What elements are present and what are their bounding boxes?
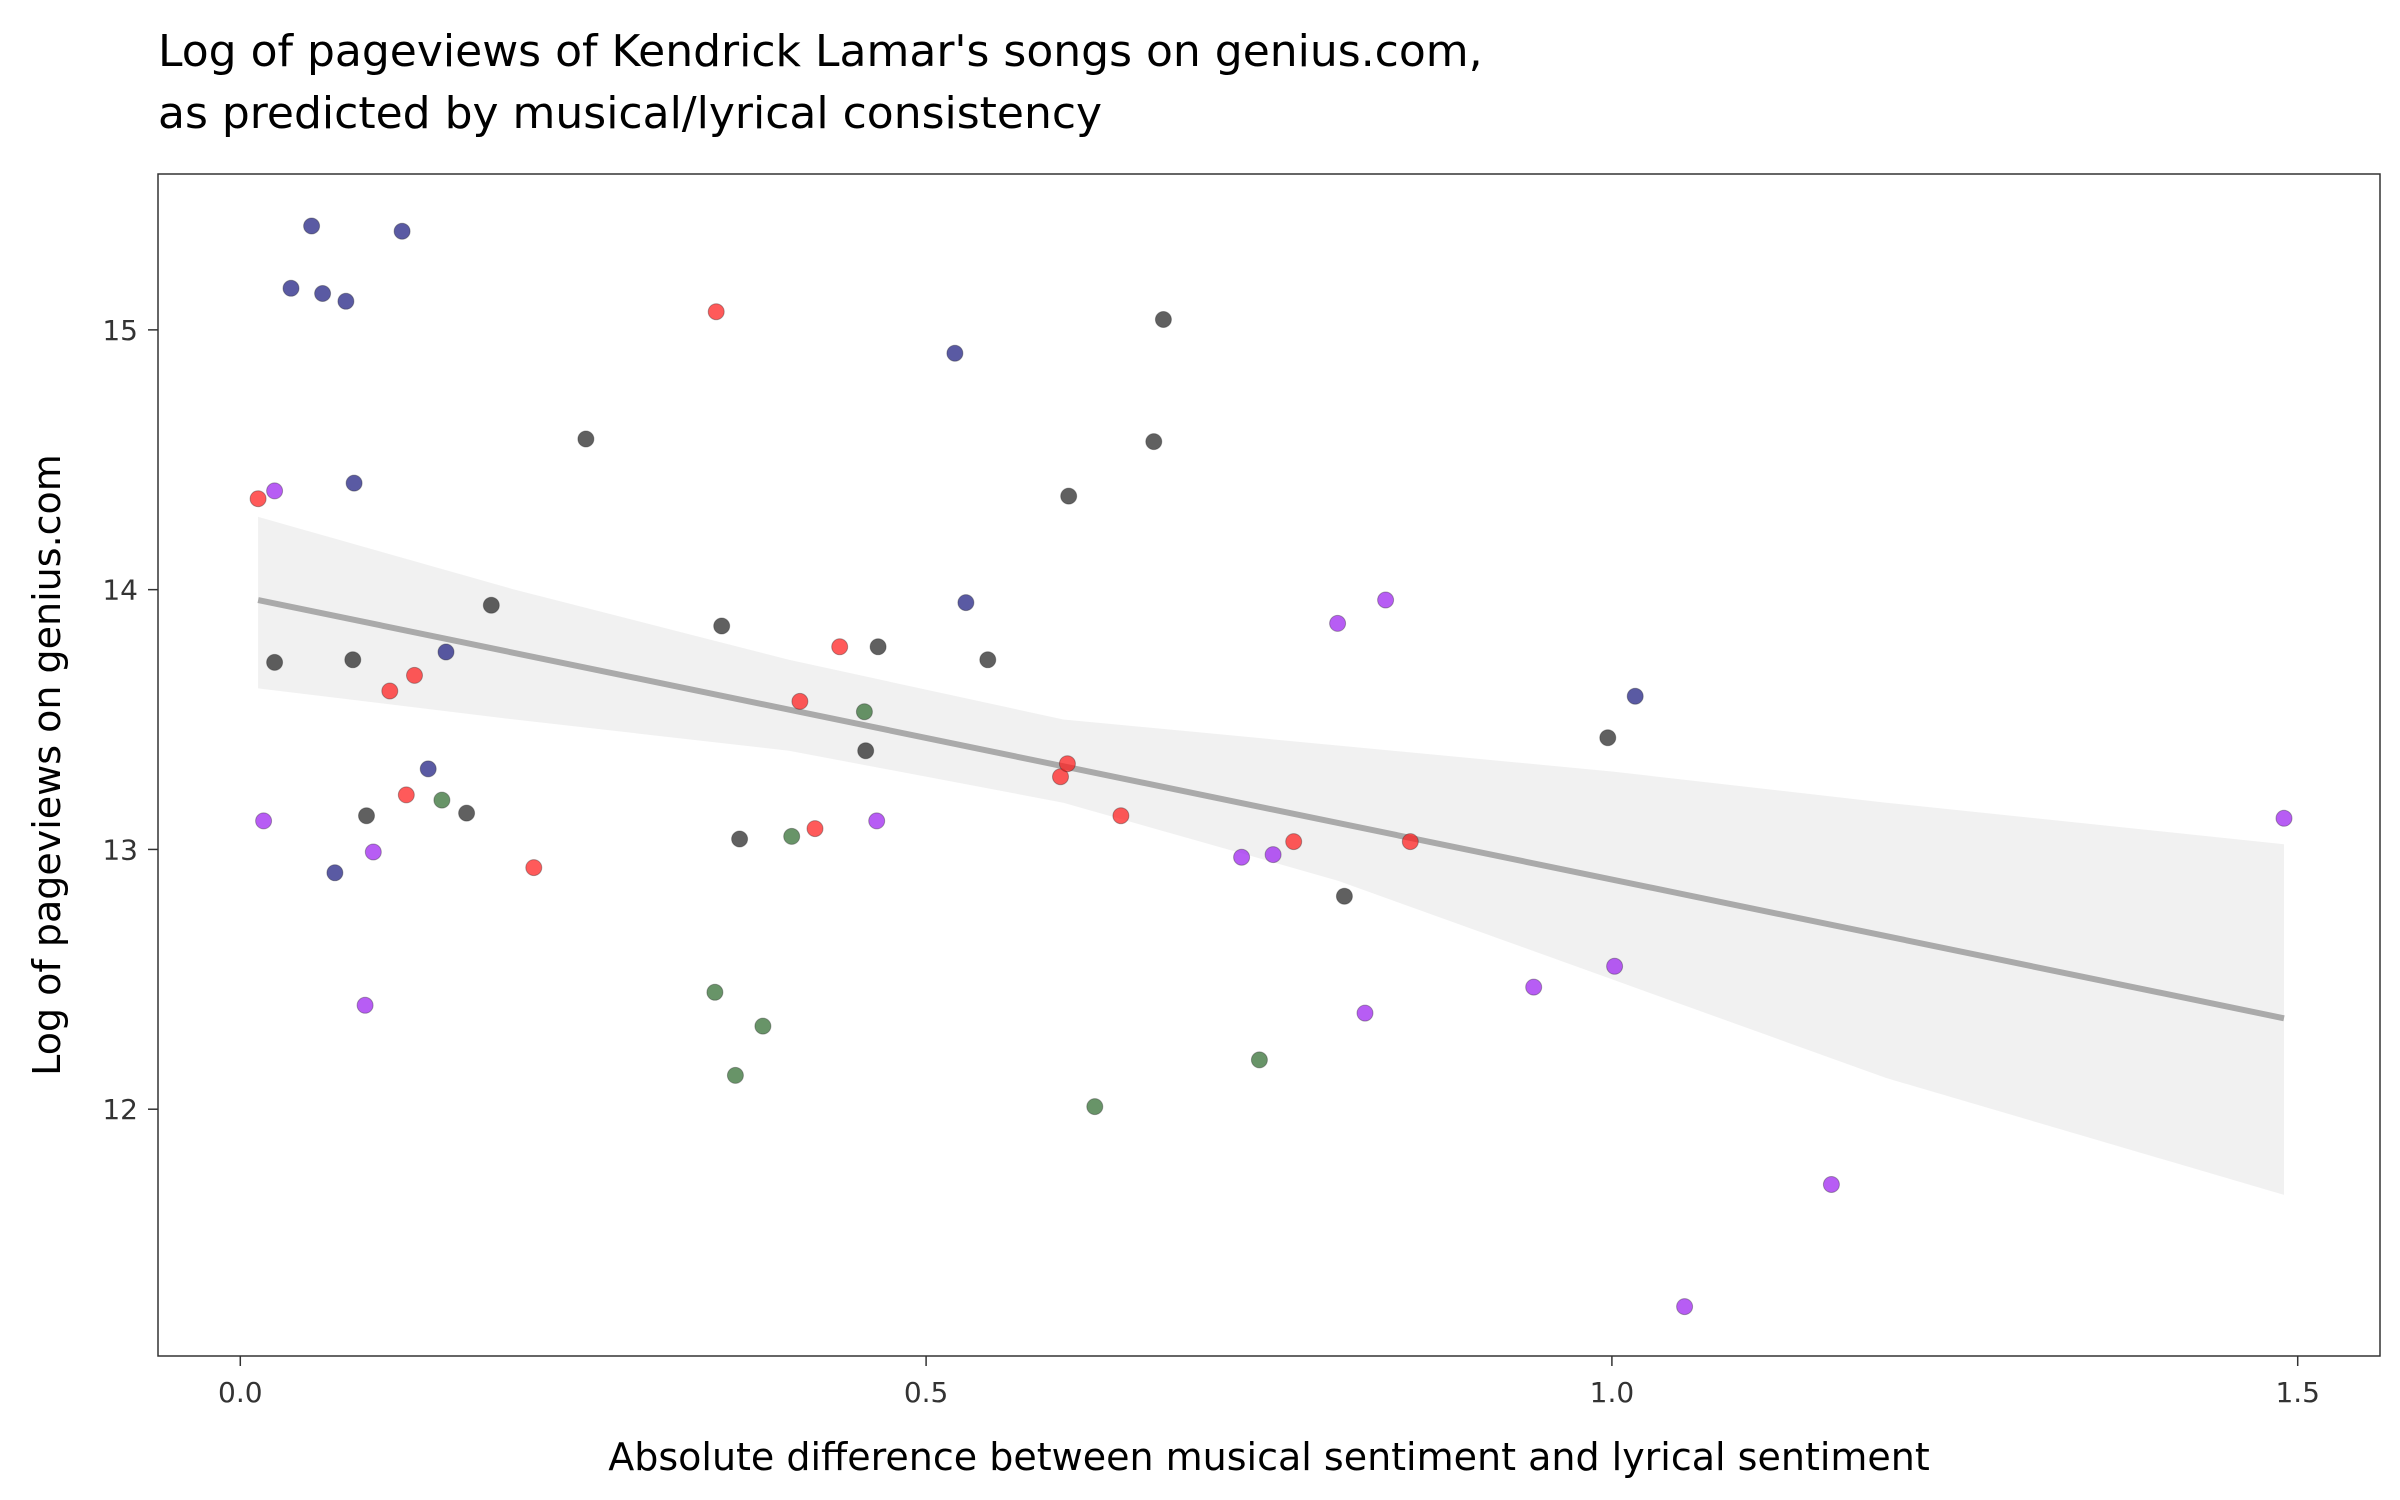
- data-point: [1264, 846, 1282, 864]
- data-point: [855, 703, 873, 721]
- data-point: [255, 812, 273, 830]
- data-point: [1377, 591, 1395, 609]
- x-tick-label: 1.5: [2275, 1376, 2320, 1409]
- trend-line: [257, 597, 2285, 1022]
- data-point: [266, 482, 284, 500]
- data-point: [957, 594, 975, 612]
- data-point: [345, 474, 363, 492]
- data-point: [868, 812, 886, 830]
- data-point: [303, 217, 321, 235]
- data-point: [577, 430, 595, 448]
- data-point: [1112, 807, 1130, 825]
- y-tick-label: 13: [102, 833, 138, 866]
- data-point: [731, 830, 749, 848]
- data-point: [1599, 729, 1617, 747]
- y-axis-title: Log of pageviews on genius.com: [25, 454, 69, 1076]
- data-point: [249, 490, 267, 508]
- data-point: [1606, 957, 1624, 975]
- data-point: [1285, 833, 1303, 851]
- data-point: [869, 638, 887, 656]
- data-point: [393, 222, 411, 240]
- data-point: [1058, 755, 1076, 773]
- x-tick-label: 0.0: [218, 1376, 263, 1409]
- data-point: [707, 303, 725, 321]
- data-point: [406, 666, 423, 684]
- data-point: [1154, 311, 1172, 328]
- data-point: [1676, 1298, 1694, 1316]
- data-point: [754, 1017, 772, 1035]
- data-point: [356, 996, 374, 1014]
- data-point: [857, 742, 875, 760]
- data-point: [1086, 1098, 1104, 1116]
- x-tick-label: 1.0: [1590, 1376, 1635, 1409]
- data-point: [397, 786, 415, 804]
- data-point: [1335, 887, 1353, 905]
- y-tick-label: 14: [102, 574, 138, 607]
- data-point: [482, 596, 500, 614]
- data-point: [1250, 1051, 1268, 1069]
- data-point: [1060, 487, 1078, 505]
- data-point: [831, 638, 849, 656]
- data-point: [364, 843, 382, 861]
- data-point: [358, 807, 375, 825]
- data-point: [1145, 433, 1163, 451]
- data-point: [381, 682, 399, 700]
- data-point: [791, 692, 809, 710]
- chart-title-line-2: as predicted by musical/lyrical consiste…: [158, 88, 1102, 139]
- data-point: [783, 827, 801, 845]
- data-point: [946, 344, 964, 362]
- data-point: [344, 651, 362, 669]
- data-point: [979, 651, 997, 669]
- data-point: [525, 859, 543, 877]
- chart-title-line-1: Log of pageviews of Kendrick Lamar's son…: [158, 26, 1483, 77]
- data-point: [713, 617, 731, 635]
- data-point: [1822, 1176, 1840, 1193]
- data-point: [437, 643, 455, 661]
- data-point: [806, 820, 824, 838]
- data-point: [706, 983, 724, 1001]
- data-point: [326, 864, 344, 882]
- data-point: [282, 279, 300, 297]
- data-point: [1401, 833, 1419, 851]
- data-point: [337, 292, 355, 310]
- data-point: [266, 653, 284, 671]
- data-point: [458, 804, 476, 822]
- data-point: [433, 791, 451, 809]
- data-point: [314, 285, 332, 302]
- data-point: [1052, 768, 1069, 786]
- data-point: [1356, 1004, 1374, 1022]
- data-point: [2275, 809, 2293, 827]
- x-axis-title: Absolute difference between musical sent…: [608, 1435, 1930, 1479]
- y-tick-label: 12: [102, 1093, 138, 1126]
- x-tick-label: 0.5: [904, 1376, 949, 1409]
- data-point: [1329, 614, 1347, 632]
- data-point: [1626, 687, 1644, 705]
- y-tick-label: 15: [102, 314, 138, 347]
- data-point: [1525, 978, 1543, 996]
- data-point: [726, 1066, 744, 1084]
- data-point: [419, 760, 437, 778]
- data-point: [1233, 848, 1251, 866]
